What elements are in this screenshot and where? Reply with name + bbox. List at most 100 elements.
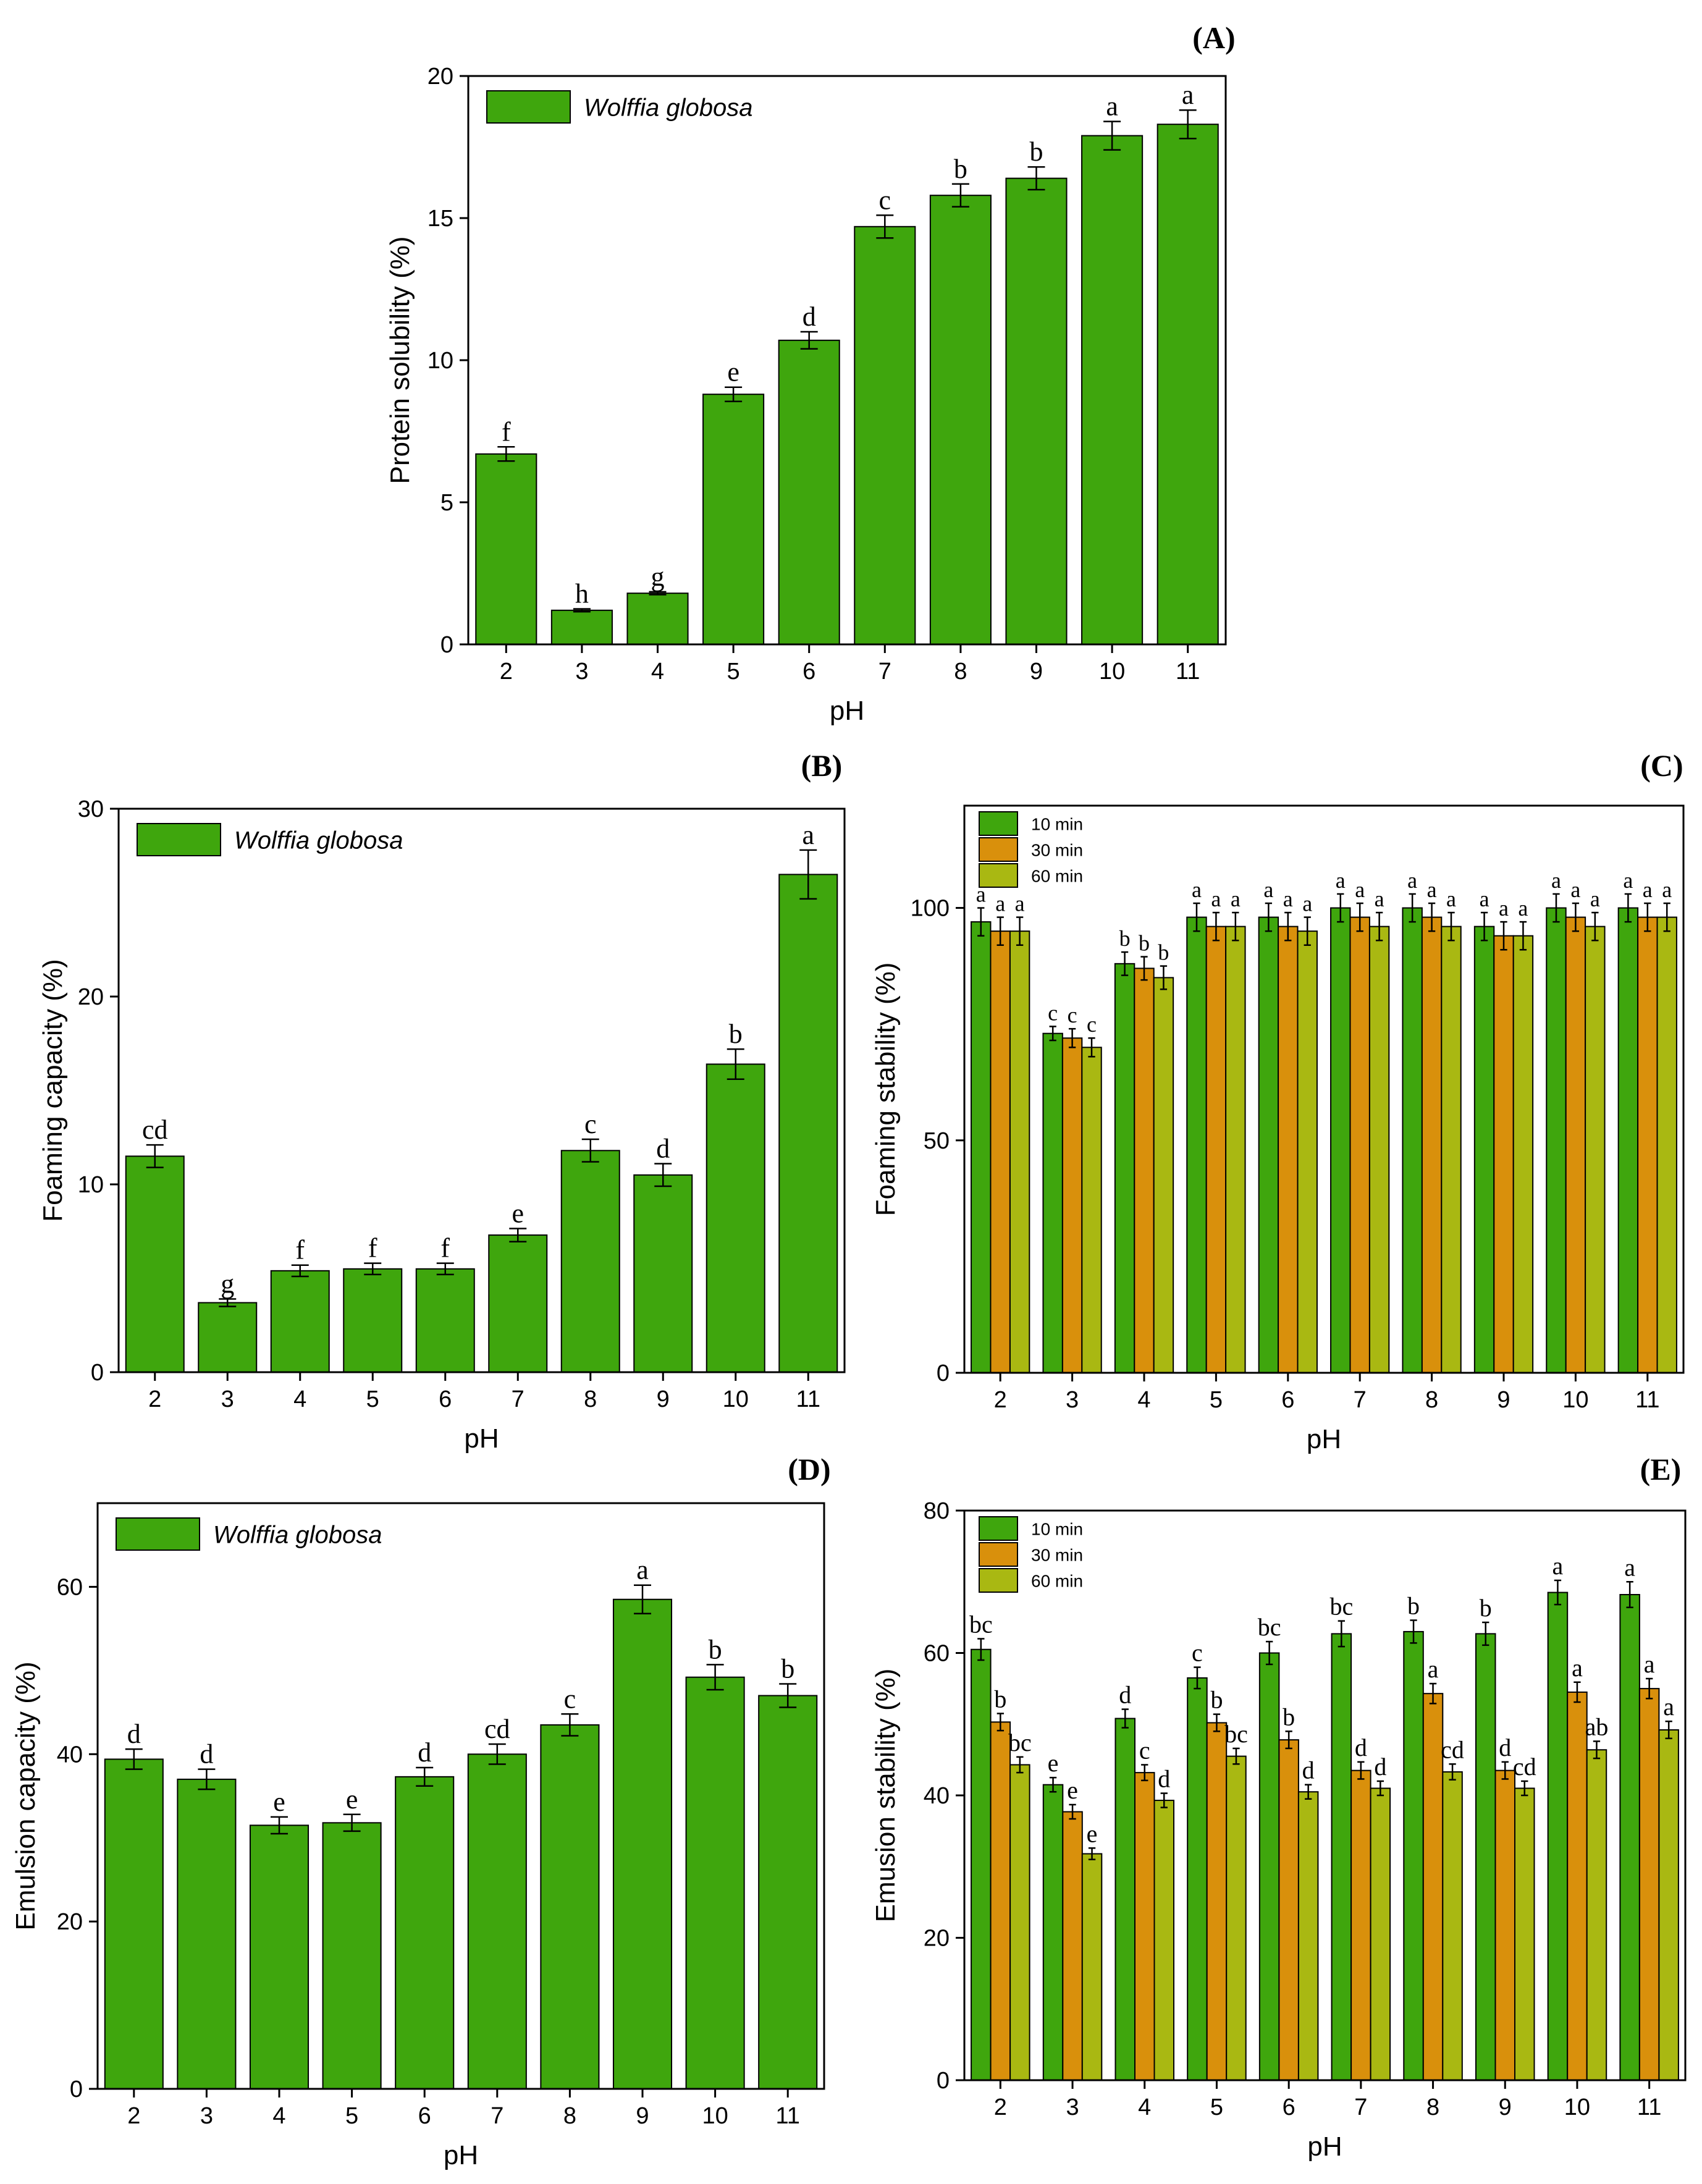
bar	[990, 1721, 1011, 2081]
significance-letter: e	[273, 1787, 285, 1817]
y-tick-label: 20	[924, 1926, 950, 1952]
panel-label: (C)	[1640, 748, 1683, 783]
bar	[778, 339, 840, 645]
bar	[1278, 925, 1299, 1374]
y-tick-label: 0	[440, 632, 453, 658]
significance-letter: a	[1570, 877, 1580, 902]
y-tick-label: 0	[70, 2076, 83, 2102]
y-tick-label: 80	[924, 1498, 950, 1524]
x-tick-label: 9	[657, 1386, 670, 1412]
plot-frame	[963, 1509, 1687, 2081]
legend-label: 10 min	[1031, 1520, 1083, 1539]
significance-letter: e	[1067, 1776, 1078, 1804]
x-axis-label: pH	[444, 2140, 478, 2170]
bar	[1585, 925, 1606, 1374]
x-tick-label: 10	[702, 2103, 728, 2129]
significance-letter: a	[1590, 887, 1600, 911]
y-tick-label: 40	[57, 1742, 83, 1768]
y-tick-label: 20	[57, 1909, 83, 1935]
bar	[550, 609, 613, 645]
bar	[1441, 925, 1462, 1374]
x-tick-label: 11	[796, 1386, 820, 1412]
bar	[1009, 1764, 1030, 2081]
significance-letter: cd	[1513, 1753, 1536, 1781]
significance-letter: cd	[142, 1115, 168, 1145]
bar	[1114, 1718, 1135, 2081]
plot-frame	[963, 804, 1685, 1374]
x-tick-label: 9	[1030, 659, 1043, 685]
x-tick-label: 6	[1283, 2094, 1295, 2120]
significance-letter: f	[368, 1233, 377, 1263]
x-tick-label: 3	[1066, 2094, 1079, 2120]
x-tick-label: 8	[584, 1386, 597, 1412]
x-tick-label: 6	[803, 659, 815, 685]
bar	[395, 1776, 455, 2089]
legend-swatch	[979, 863, 1018, 888]
plot-frame	[96, 1502, 825, 2090]
significance-letter: c	[1087, 1012, 1097, 1037]
bar	[1370, 1787, 1391, 2081]
bar	[249, 1824, 310, 2089]
x-tick-label: 5	[345, 2103, 358, 2129]
significance-letter: c	[1139, 1736, 1150, 1764]
legend: Wolffia globosa	[137, 823, 403, 856]
bar	[1153, 977, 1174, 1373]
panel-d: (D) 0 20 40 60 2 d 3 d 4 e 5 e 6 d 7 cd 8 c 9 a 10 b 11 b pH Emuls…	[11, 1452, 831, 2170]
significance-letter: b	[1480, 1594, 1492, 1622]
x-tick-label: 11	[1635, 1387, 1659, 1413]
x-tick-label: 6	[1281, 1387, 1294, 1413]
significance-letter: a	[1624, 1553, 1635, 1581]
bar	[322, 1822, 382, 2090]
x-tick-label: 7	[1354, 2094, 1367, 2120]
bar	[125, 1155, 185, 1373]
legend-label: Wolffia globosa	[213, 1522, 382, 1549]
y-tick-label: 100	[911, 896, 950, 922]
bar	[971, 1648, 992, 2081]
x-tick-label: 4	[272, 2103, 285, 2129]
bar	[626, 592, 689, 646]
significance-letter: bc	[1224, 1720, 1248, 1748]
significance-letter: d	[127, 1719, 141, 1749]
significance-letter: d	[803, 301, 816, 332]
significance-letter: d	[200, 1739, 213, 1769]
x-tick-label: 11	[775, 2103, 799, 2129]
significance-letter: a	[636, 1555, 649, 1585]
bar	[1475, 1633, 1496, 2081]
x-tick-label: 6	[418, 2103, 431, 2129]
x-tick-label: 11	[1637, 2094, 1661, 2120]
x-tick-label: 9	[1499, 2094, 1512, 2120]
significance-letter: a	[1182, 80, 1194, 110]
significance-letter: b	[994, 1685, 1006, 1713]
significance-letter: a	[1518, 896, 1528, 921]
legend-label: Wolffia globosa	[584, 95, 752, 122]
significance-letter: cd	[484, 1714, 510, 1744]
y-axis-label: Emulsion capacity (%)	[11, 1661, 41, 1930]
y-tick-label: 50	[924, 1128, 950, 1154]
panel-label: (A)	[1192, 20, 1235, 55]
bar	[1656, 916, 1677, 1374]
bar	[1473, 925, 1495, 1374]
bar	[854, 226, 916, 645]
panel-label: (B)	[801, 748, 843, 783]
bar	[612, 1598, 673, 2090]
significance-letter: a	[1106, 91, 1118, 122]
legend: 10 min 30 min 60 min	[979, 811, 1083, 888]
significance-letter: bc	[1008, 1729, 1032, 1756]
x-tick-label: 8	[954, 659, 967, 685]
legend: Wolffia globosa	[116, 1517, 382, 1551]
bar	[1586, 1749, 1607, 2081]
y-tick-label: 20	[78, 984, 104, 1010]
x-tick-label: 2	[994, 1387, 1007, 1413]
bar	[990, 930, 1011, 1373]
significance-letter: e	[727, 357, 739, 387]
y-tick-label: 15	[428, 206, 453, 232]
x-tick-label: 5	[366, 1386, 379, 1412]
plot-frame	[467, 75, 1227, 646]
significance-letter: b	[1407, 1592, 1420, 1619]
significance-letter: a	[1552, 1552, 1564, 1580]
x-tick-label: 8	[1425, 1387, 1438, 1413]
x-tick-label: 6	[439, 1386, 452, 1412]
legend-swatch	[979, 837, 1018, 862]
bar	[1547, 1592, 1569, 2081]
